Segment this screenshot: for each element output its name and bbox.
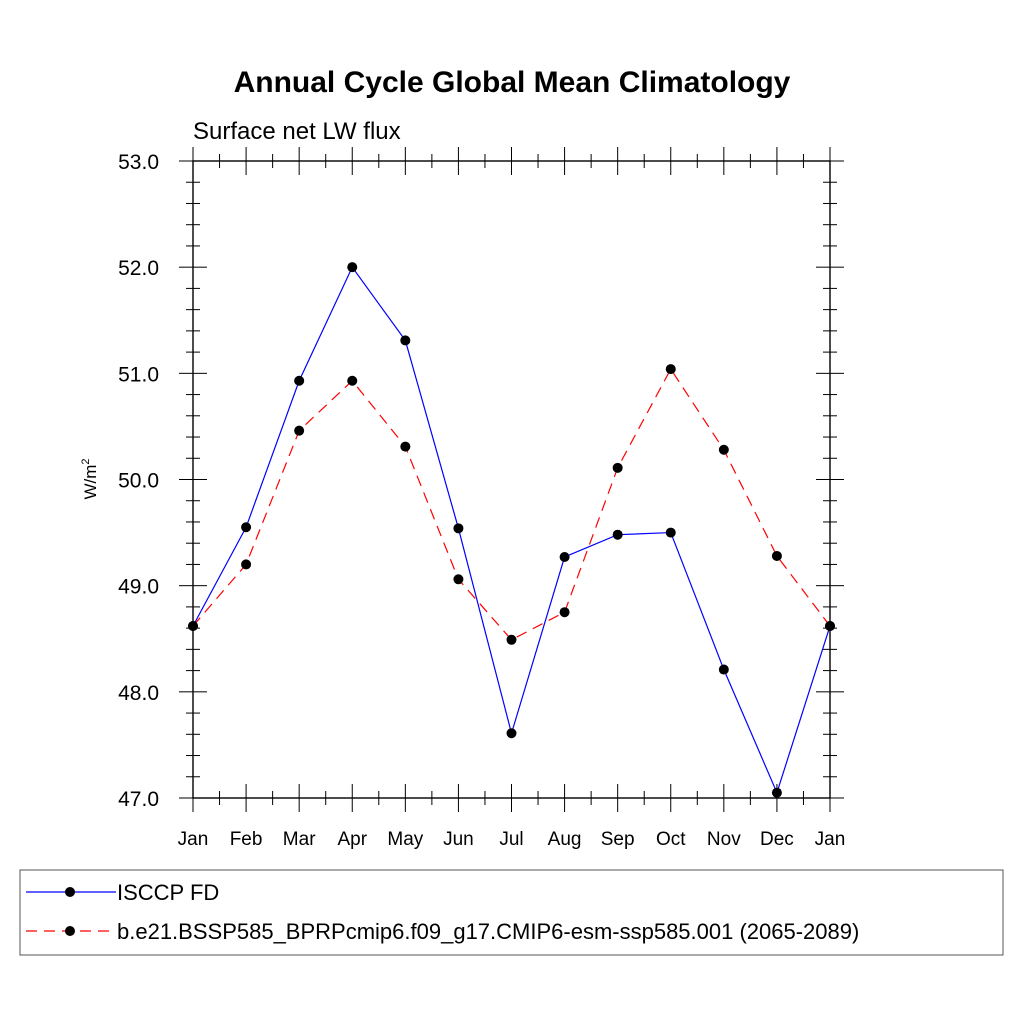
data-point: [294, 425, 305, 436]
legend: ISCCP FD b.e21.BSSP585_BPRPcmip6.f09_g17.…: [19, 869, 1004, 956]
y-tick-label: 48.0: [118, 682, 159, 705]
y-axis-title-text: W/m: [81, 465, 100, 500]
legend-entries: ISCCP FD b.e21.BSSP585_BPRPcmip6.f09_g17.…: [26, 880, 859, 944]
x-tick-label: May: [387, 829, 423, 850]
y-tick-label: 53.0: [118, 151, 159, 174]
y-tick-label: 50.0: [118, 470, 159, 493]
data-point: [665, 364, 676, 375]
series-line: [192, 265, 831, 795]
x-tick-label: Sep: [601, 829, 635, 850]
data-point: [506, 728, 517, 739]
legend-marker: [65, 926, 75, 936]
legend-label: ISCCP FD: [117, 880, 219, 905]
data-point: [559, 607, 570, 618]
data-point: [400, 335, 411, 346]
x-tick-label: Jun: [443, 829, 474, 850]
data-point: [241, 522, 252, 533]
x-tick-label: Aug: [548, 829, 582, 850]
series-layer: [188, 262, 835, 798]
data-point: [294, 375, 305, 386]
y-axis-title-superscript: 2: [80, 458, 92, 464]
x-tick-label: Dec: [760, 829, 794, 850]
data-point: [506, 634, 517, 645]
x-tick-label: Mar: [283, 829, 316, 850]
x-tick-label: Jan: [815, 829, 846, 850]
x-tick-label: Feb: [230, 829, 263, 850]
data-point: [347, 262, 358, 273]
data-point: [718, 664, 729, 675]
tick-labels: Jan Feb Mar Apr May Jun Jul Aug Sep Oct Nov Dec Jan 4…: [118, 151, 845, 850]
data-point: [453, 523, 464, 534]
data-point: [400, 441, 411, 452]
chart-title: Annual Cycle Global Mean Climatology: [234, 66, 791, 99]
data-point: [241, 559, 252, 570]
data-point: [718, 444, 729, 455]
y-tick-label: 47.0: [118, 788, 159, 811]
data-point: [771, 787, 782, 798]
x-tick-label: Oct: [656, 829, 686, 850]
x-tick-label: Jul: [499, 829, 523, 850]
y-tick-label: 51.0: [118, 363, 159, 386]
data-point: [612, 529, 623, 540]
x-tick-label: Apr: [337, 829, 367, 850]
data-point: [347, 375, 358, 386]
legend-label: b.e21.BSSP585_BPRPcmip6.f09_g17.CMIP6-es…: [117, 919, 859, 944]
y-tick-label: 49.0: [118, 576, 159, 599]
legend-marker: [65, 887, 75, 897]
plot-frame: [192, 160, 831, 799]
chart-subtitle: Surface net LW flux: [193, 118, 401, 145]
data-point: [453, 574, 464, 585]
data-point: [665, 527, 676, 538]
x-tick-label: Nov: [707, 829, 741, 850]
x-tick-label: Jan: [178, 829, 209, 850]
data-point: [771, 550, 782, 561]
data-point: [559, 552, 570, 563]
y-tick-label: 52.0: [118, 257, 159, 280]
legend-box: [19, 869, 1004, 956]
data-point: [612, 462, 623, 473]
axis-ticks: [179, 147, 844, 812]
svg-text:W/m2: W/m2: [80, 458, 100, 499]
y-axis-title: W/m2: [80, 458, 100, 499]
